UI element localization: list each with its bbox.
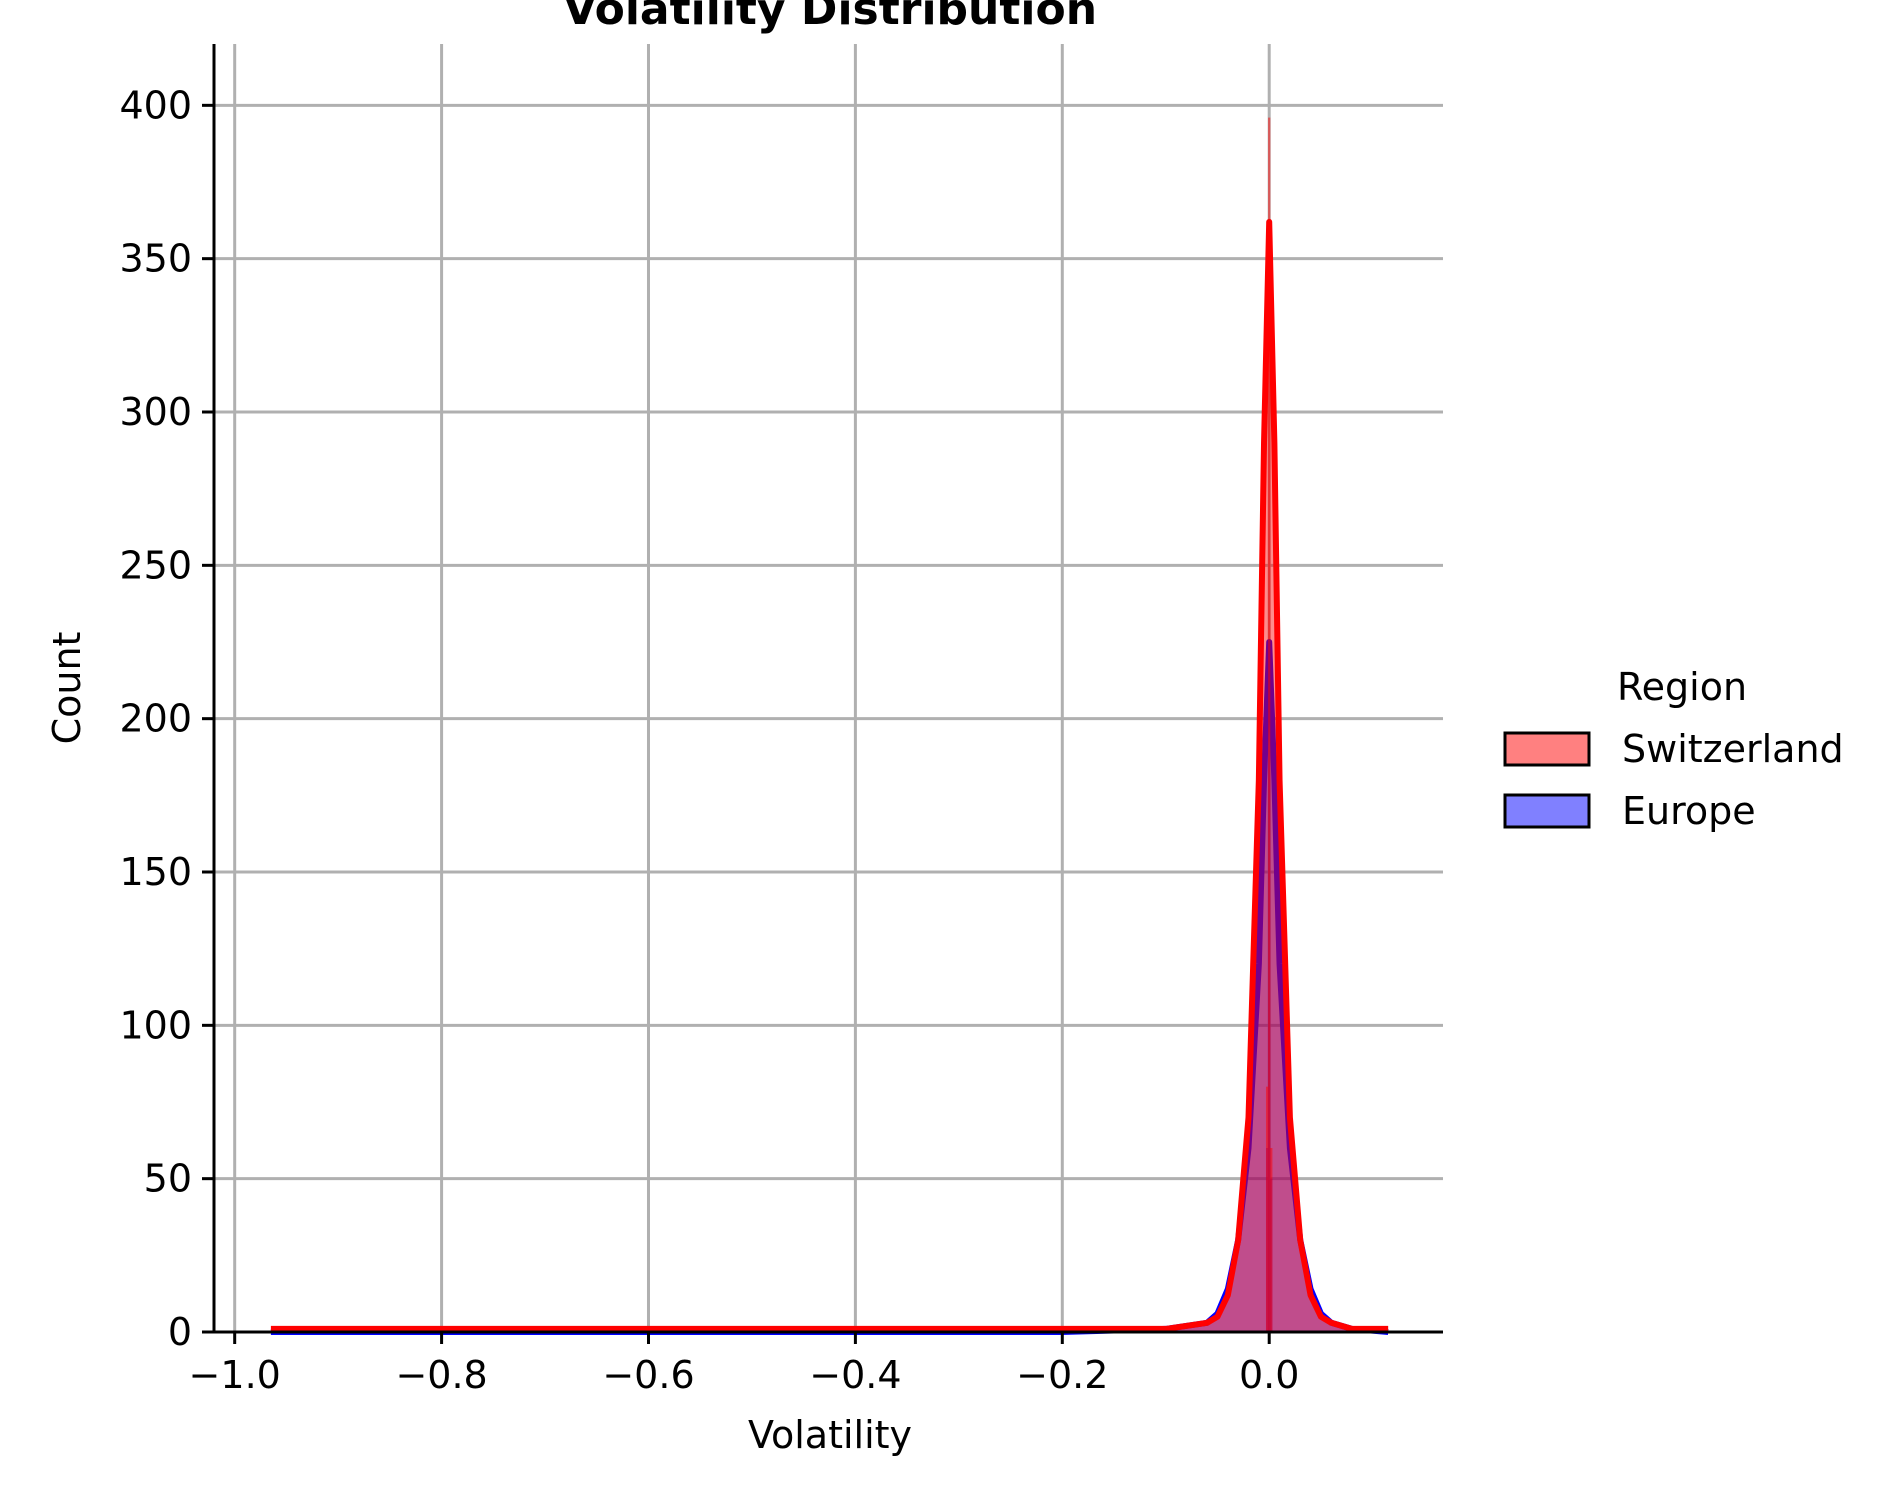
tick-labels: −1.0 −0.8 −0.6 −0.4 −0.2 0.0 0 50 100 150 200 250 30… bbox=[119, 83, 1299, 1397]
y-axis-label: Count bbox=[45, 632, 89, 745]
plot-area bbox=[270, 117, 1389, 1335]
y-tick-label: 50 bbox=[144, 1157, 192, 1201]
x-tick-label: −0.4 bbox=[809, 1353, 901, 1397]
x-tick-label: −0.2 bbox=[1016, 1353, 1108, 1397]
y-tick-label: 100 bbox=[119, 1003, 192, 1047]
x-tick-label: −0.8 bbox=[395, 1353, 487, 1397]
y-tick-label: 0 bbox=[168, 1310, 192, 1354]
legend-label-switzerland: Switzerland bbox=[1622, 727, 1844, 771]
histogram-bar-switzerland bbox=[1265, 1086, 1269, 1332]
y-tick-label: 400 bbox=[119, 83, 192, 127]
legend-swatch-europe bbox=[1503, 793, 1591, 829]
histogram-bar-switzerland bbox=[1268, 117, 1271, 1333]
kde-line-switzerland bbox=[270, 218, 1389, 1332]
kde-line-europe bbox=[270, 639, 1389, 1335]
legend-label-europe: Europe bbox=[1622, 789, 1756, 833]
legend-title: Region bbox=[1617, 665, 1747, 709]
legend-swatch-switzerland bbox=[1503, 731, 1591, 767]
y-tick-label: 250 bbox=[119, 543, 192, 587]
x-tick-label: −0.6 bbox=[602, 1353, 694, 1397]
x-tick-label: −1.0 bbox=[189, 1353, 281, 1397]
histogram-bar-switzerland bbox=[1270, 1148, 1273, 1332]
chart-title: Volatility Distribution bbox=[563, 0, 1097, 35]
kde-area-europe bbox=[270, 642, 1389, 1332]
x-axis-label: Volatility bbox=[748, 1413, 912, 1457]
axes bbox=[202, 44, 1443, 1344]
y-tick-label: 350 bbox=[119, 237, 192, 281]
y-tick-label: 150 bbox=[119, 850, 192, 894]
legend: Region Switzerland Europe bbox=[1503, 665, 1844, 833]
kde-area-switzerland bbox=[270, 221, 1389, 1332]
x-tick-label: 0.0 bbox=[1239, 1353, 1299, 1397]
y-tick-label: 200 bbox=[119, 697, 192, 741]
y-tick-label: 300 bbox=[119, 390, 192, 434]
